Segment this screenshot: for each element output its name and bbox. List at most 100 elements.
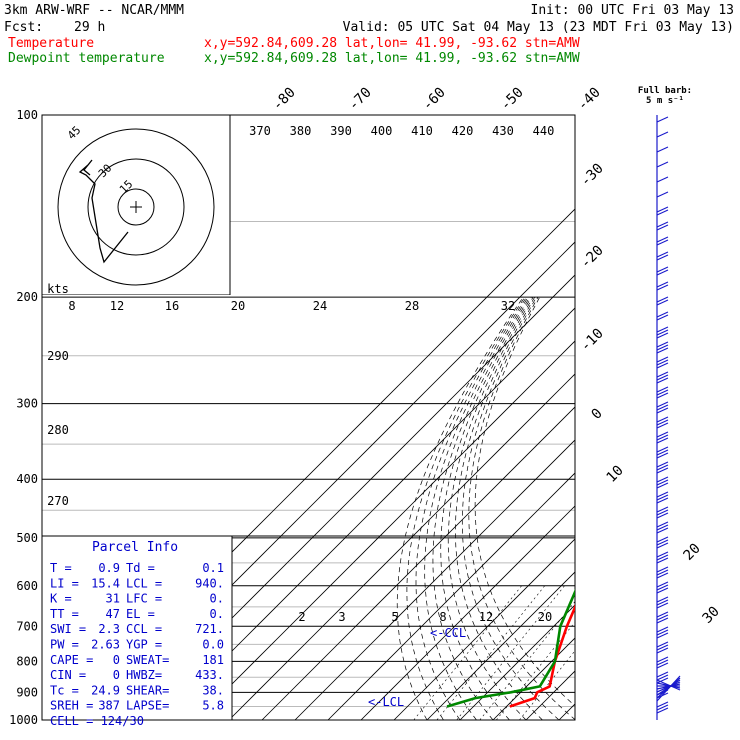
wind-barb — [656, 674, 669, 681]
wind-barb — [656, 176, 669, 183]
lcl-label: <-LCL — [368, 695, 404, 709]
wind-barb — [656, 464, 669, 471]
theta-label: 370 — [249, 124, 271, 138]
wind-barb — [656, 206, 669, 213]
wind-barb — [656, 299, 669, 306]
wind-barb — [656, 161, 669, 168]
wind-barb — [656, 431, 669, 438]
temperature-location: x,y=592.84,609.28 lat,lon= 41.99, -93.62… — [204, 36, 580, 51]
parcel-cell: SREH = — [50, 699, 93, 713]
mixing-ratio-line — [436, 585, 545, 720]
wind-barb — [656, 236, 669, 243]
mixing-ratio-label: 5 — [391, 610, 398, 624]
parcel-cell: EL = — [126, 607, 155, 621]
isotherm — [195, 340, 575, 720]
mixing-ratio-label: 8 — [439, 610, 446, 624]
wind-barb — [656, 347, 669, 354]
wind-barb — [656, 341, 669, 348]
wind-barb — [656, 326, 669, 333]
theta-label: 420 — [452, 124, 474, 138]
wind-barb — [656, 569, 669, 576]
wind-barb — [656, 437, 669, 444]
theta-label: 410 — [411, 124, 433, 138]
parcel-cell: 5.8 — [202, 699, 224, 713]
theta-label: 400 — [371, 124, 393, 138]
isotherm — [625, 115, 740, 720]
isotherm — [261, 406, 575, 720]
isotherm-label: -80 — [270, 85, 299, 114]
pressure-label: 100 — [16, 108, 38, 122]
parcel-cell: 0.1 — [202, 561, 224, 575]
theta-label: 430 — [492, 124, 514, 138]
pressure-label: 800 — [16, 654, 38, 668]
theta-left-label: 270 — [47, 494, 69, 508]
pressure-label: 600 — [16, 579, 38, 593]
hodograph-ring — [57, 128, 215, 286]
isotherm — [294, 439, 575, 720]
isotherm-label: -30 — [578, 161, 607, 190]
wind-barb — [656, 314, 669, 321]
parcel-cell: LAPSE= — [126, 699, 169, 713]
wind-barb — [656, 617, 669, 624]
parcel-cell: 721. — [195, 622, 224, 636]
parcel-cell: 940. — [195, 576, 224, 590]
wind-barb — [656, 434, 669, 441]
forecast-label: Fcst: — [4, 20, 43, 35]
wind-barb — [656, 629, 669, 636]
wind-barb — [656, 587, 669, 594]
wind-barb — [656, 131, 669, 138]
parcel-cell: PW = — [50, 638, 79, 652]
mixing-ratio-line — [479, 601, 575, 720]
pressure-label: 500 — [16, 531, 38, 545]
wind-barb — [656, 476, 669, 483]
wind-barb — [656, 701, 669, 708]
pressure-label: 1000 — [9, 713, 38, 727]
wind-barb — [656, 251, 669, 258]
wind-barb — [656, 521, 669, 528]
dewpoint-legend: Dewpoint temperature — [8, 51, 165, 66]
hodo-speed-label: 8 — [68, 299, 75, 313]
wind-barb — [656, 491, 669, 498]
wind-barb — [656, 602, 669, 609]
hodo-speed-label: 24 — [313, 299, 327, 313]
wind-barb — [656, 191, 669, 198]
wind-barb — [656, 344, 669, 351]
isotherm — [459, 604, 575, 720]
wind-barb — [656, 554, 669, 561]
isotherm — [162, 307, 575, 720]
parcel-cell: 31 — [106, 592, 120, 606]
parcel-cell: 387 — [98, 699, 120, 713]
wind-barb — [656, 374, 669, 381]
hodo-speed-unit: kts — [47, 282, 69, 296]
wind-barb — [656, 329, 669, 336]
pressure-label: 300 — [16, 397, 38, 411]
wind-barb-cluster — [656, 675, 681, 702]
forecast-hour: 29 h — [74, 20, 105, 35]
parcel-cell: Td = — [126, 561, 155, 575]
isotherm — [360, 505, 575, 720]
moist-adiabat — [468, 296, 575, 720]
hodograph-ring — [87, 158, 185, 256]
parcel-cell: 181 — [202, 653, 224, 667]
wind-barb — [656, 404, 669, 411]
parcel-cell: 2.63 — [91, 638, 120, 652]
isotherm-label: -40 — [575, 85, 604, 114]
wind-barb — [656, 452, 669, 459]
wind-barb — [656, 401, 669, 408]
pressure-label: 200 — [16, 290, 38, 304]
isotherm-label: 30 — [700, 604, 723, 627]
sounding-curves — [446, 588, 575, 708]
wind-barb — [656, 332, 669, 339]
wind-barb — [656, 644, 669, 651]
mixing-ratio-line — [413, 585, 522, 720]
wind-barb — [656, 599, 669, 606]
wind-barb — [656, 596, 669, 603]
model-title: 3km ARW-WRF -- NCAR/MMM — [4, 3, 184, 18]
wind-barb — [656, 284, 669, 291]
parcel-cell: HWBZ= — [126, 668, 162, 682]
wind-barb — [656, 536, 669, 543]
parcel-cell: T = — [50, 561, 72, 575]
ccl-label: <-CCL — [430, 626, 466, 640]
mixing-ratio-label: 3 — [338, 610, 345, 624]
parcel-cell: 2.3 — [98, 622, 120, 636]
